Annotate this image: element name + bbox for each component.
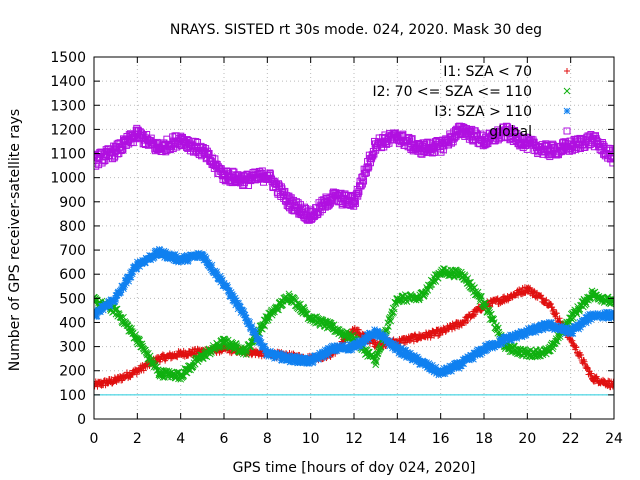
sample-marker: [151, 361, 159, 369]
y-tick-label: 600: [59, 267, 86, 283]
sample-marker: [573, 344, 580, 351]
y-tick-label: 1200: [50, 122, 86, 138]
x-tick-label: 20: [518, 431, 536, 447]
x-tick-label: 4: [176, 431, 185, 447]
sample-marker: [553, 310, 560, 317]
sample-marker: [514, 292, 521, 299]
sample-marker: [208, 261, 216, 269]
sample-marker: [584, 364, 591, 371]
sample-marker: [397, 340, 404, 347]
sample-marker: [556, 315, 563, 322]
sample-marker: [605, 377, 612, 384]
sample-marker: [140, 367, 147, 374]
sample-marker: [407, 337, 414, 344]
sample-marker: [588, 370, 595, 377]
sample-marker: [135, 335, 143, 343]
sample-marker: [133, 371, 140, 378]
y-tick-label: 0: [77, 412, 86, 428]
legend-label: global: [489, 124, 532, 140]
chart-title: NRAYS. SISTED rt 30s mode. 024, 2020. Ma…: [170, 22, 542, 38]
sample-marker: [609, 383, 614, 390]
sample-marker: [411, 332, 418, 339]
x-tick-label: 0: [90, 431, 99, 447]
series-layer: [94, 122, 614, 396]
sample-marker: [123, 369, 130, 376]
x-tick-label: 10: [302, 431, 320, 447]
x-tick-label: 18: [475, 431, 493, 447]
grid: [94, 57, 614, 419]
sample-marker: [436, 331, 443, 338]
sample-marker: [435, 332, 442, 339]
sample-marker: [550, 306, 557, 313]
sample-marker: [182, 349, 189, 356]
legend-marker: [563, 107, 571, 115]
y-tick-label: 100: [59, 388, 86, 404]
x-axis-label: GPS time [hours of doy 024, 2020]: [233, 460, 476, 476]
sample-marker: [126, 324, 134, 332]
x-tick-label: 14: [388, 431, 406, 447]
y-tick-label: 300: [59, 340, 86, 356]
sample-marker: [464, 317, 471, 324]
sample-marker: [138, 340, 146, 348]
y-tick-label: 1100: [50, 147, 86, 163]
x-tick-label: 6: [220, 431, 229, 447]
x-tick-label: 8: [263, 431, 272, 447]
sample-marker: [355, 326, 362, 333]
sample-marker: [159, 351, 166, 358]
y-tick-label: 800: [59, 219, 86, 235]
x-tick-label: 12: [345, 431, 363, 447]
y-tick-label: 1400: [50, 74, 86, 90]
sample-marker: [547, 301, 554, 308]
legend-label: I1: SZA < 70: [443, 64, 532, 80]
y-tick-label: 1300: [50, 98, 86, 114]
y-tick-label: 500: [59, 291, 86, 307]
y-tick-label: 700: [59, 243, 86, 259]
x-tick-label: 16: [432, 431, 450, 447]
y-tick-label: 400: [59, 315, 86, 331]
sample-marker: [439, 329, 446, 336]
x-tick-label: 22: [562, 431, 580, 447]
sample-marker: [578, 351, 585, 358]
sample-marker: [543, 296, 550, 303]
legend-label: I3: SZA > 110: [434, 104, 532, 120]
y-tick-label: 1500: [50, 50, 86, 66]
y-tick-label: 900: [59, 195, 86, 211]
sample-marker: [569, 337, 576, 344]
sample-marker: [416, 331, 423, 338]
x-tick-label: 2: [133, 431, 142, 447]
series-1: [94, 284, 614, 391]
sample-marker: [538, 295, 545, 302]
y-tick-label: 200: [59, 364, 86, 380]
y-tick-label: 1000: [50, 171, 86, 187]
sample-marker: [120, 313, 127, 321]
sample-marker: [97, 378, 104, 385]
sample-marker: [538, 292, 545, 299]
y-axis-label: Number of GPS receiver-satellite rays: [7, 109, 23, 371]
sample-marker: [143, 350, 150, 357]
sample-marker: [611, 380, 614, 387]
sample-marker: [527, 284, 534, 291]
sample-marker: [442, 328, 449, 335]
sample-marker: [174, 354, 181, 361]
sample-marker: [472, 311, 479, 318]
x-tick-label: 24: [605, 431, 623, 447]
legend-label: I2: 70 <= SZA <= 110: [372, 84, 532, 100]
